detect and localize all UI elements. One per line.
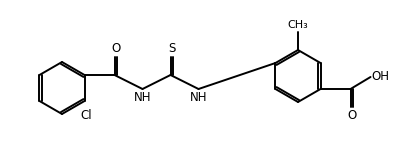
Text: NH: NH xyxy=(134,91,151,104)
Text: Cl: Cl xyxy=(81,109,93,122)
Text: NH: NH xyxy=(190,91,207,104)
Text: OH: OH xyxy=(372,71,389,83)
Text: O: O xyxy=(111,42,120,55)
Text: S: S xyxy=(168,42,175,55)
Text: CH₃: CH₃ xyxy=(288,20,308,30)
Text: O: O xyxy=(347,109,356,122)
